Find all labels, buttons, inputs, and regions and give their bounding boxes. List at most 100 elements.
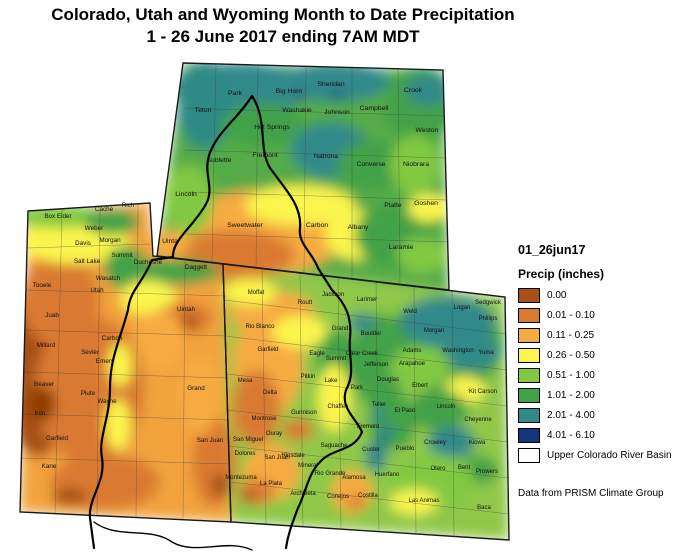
county-label: Saguache <box>320 443 348 449</box>
county-label: Weston <box>416 127 439 134</box>
county-label: Las Animas <box>408 498 439 504</box>
legend-swatch <box>518 348 540 363</box>
legend-label: 0.11 - 0.25 <box>547 330 595 341</box>
county-label: Niobrara <box>403 161 429 168</box>
county-label: Carbon <box>102 335 123 342</box>
county-label: Weld <box>403 309 417 315</box>
county-label: Hinsdale <box>281 453 305 459</box>
legend-swatch <box>518 408 540 423</box>
county-label: Teller <box>372 402 386 408</box>
colorado-border <box>222 263 510 541</box>
page-title-line2: 1 - 26 June 2017 ending 7AM MDT <box>146 27 420 46</box>
legend-swatch <box>518 368 540 383</box>
county-label: Boulder <box>361 331 382 337</box>
county-label: Cheyenne <box>464 417 492 423</box>
county-label: Emery <box>96 358 115 365</box>
county-label: Ouray <box>266 431 282 437</box>
legend-label: 0.00 <box>547 290 567 301</box>
county-label: Grand <box>332 326 349 332</box>
legend-label: 2.01 - 4.00 <box>547 410 595 421</box>
legend-item: 2.01 - 4.00 <box>518 408 696 423</box>
county-label: Garfield <box>257 347 278 353</box>
legend-label: 0.51 - 1.00 <box>547 370 595 381</box>
county-label: Daggett <box>185 264 207 271</box>
legend-item: 0.11 - 0.25 <box>518 328 696 343</box>
county-label: Goshen <box>414 200 438 207</box>
county-label: El Paso <box>395 408 416 414</box>
county-label: Mineral <box>298 463 318 469</box>
county-label: Sheridan <box>317 81 344 88</box>
county-label: Costilla <box>358 493 378 499</box>
county-label: Grand <box>187 385 205 392</box>
county-label: Dolores <box>235 451 256 457</box>
county-label: Pueblo <box>396 446 415 452</box>
county-label: La Plata <box>260 481 283 487</box>
county-label: Adams <box>403 348 422 354</box>
legend-item: 4.01 - 6.10 <box>518 428 696 443</box>
county-label: Clear Creek <box>346 351 379 357</box>
county-label: Teton <box>195 107 212 114</box>
county-label: Kit Carson <box>469 389 497 395</box>
county-label: Garfield <box>46 435 69 442</box>
county-label: Natrona <box>314 153 338 160</box>
county-label: Park <box>228 90 243 97</box>
legend-swatch <box>518 288 540 303</box>
county-label: Phillips <box>478 316 497 322</box>
county-label: Montezuma <box>225 475 257 481</box>
precipitation-layer <box>20 63 509 540</box>
legend-label: 0.26 - 0.50 <box>547 350 595 361</box>
county-label: Park <box>351 385 364 391</box>
county-label: Fremont <box>357 424 380 430</box>
county-label: Cache <box>95 206 114 213</box>
county-label: Utah <box>90 287 104 294</box>
county-label: Box Elder <box>44 213 71 220</box>
county-label: Prowers <box>476 469 498 475</box>
county-label: Wayne <box>97 398 117 405</box>
county-label: Yuma <box>478 350 494 356</box>
county-label: Chaffee <box>328 404 350 410</box>
county-label: Iron <box>35 410 46 417</box>
county-label: Weber <box>85 225 103 232</box>
county-label: Duchesne <box>134 259 163 266</box>
legend-swatch <box>518 388 540 403</box>
legend-label: 1.01 - 2.00 <box>547 390 595 401</box>
county-label: Hot Springs <box>254 124 290 131</box>
legend-subheading: Precip (inches) <box>518 267 605 281</box>
legend-item: 1.01 - 2.00 <box>518 388 696 403</box>
legend-label: 0.01 - 0.10 <box>547 310 595 321</box>
county-label: Conejos <box>327 494 349 500</box>
legend: 01_26jun17 Precip (inches) 0.00 0.01 - 0.… <box>518 243 696 499</box>
county-label: Sedgwick <box>475 300 502 306</box>
county-label: Uinta <box>162 238 178 245</box>
legend-heading: 01_26jun17 <box>518 243 586 257</box>
county-label: Gunnison <box>291 410 317 416</box>
county-label: Crook <box>404 87 423 94</box>
county-label: Fremont <box>252 152 277 159</box>
legend-item: 0.26 - 0.50 <box>518 348 696 363</box>
county-label: Salt Lake <box>74 258 101 265</box>
county-label: Wasatch <box>96 275 121 282</box>
county-label: Johnson <box>324 109 350 116</box>
county-label: Kiowa <box>469 440 486 446</box>
county-label: Millard <box>37 342 56 349</box>
county-label: Rio Grande <box>315 471 346 477</box>
county-label: Davis <box>75 240 91 247</box>
county-grid <box>21 64 509 538</box>
county-label: Summit <box>326 356 347 362</box>
page-title-line1: Colorado, Utah and Wyoming Month to Date… <box>51 5 515 24</box>
county-label: Archuleta <box>290 491 316 497</box>
legend-swatch <box>518 428 540 443</box>
county-label: Jackson <box>322 292 344 298</box>
county-label: Lake <box>324 378 338 384</box>
county-label: San Juan <box>197 437 224 444</box>
county-label: Sevier <box>81 349 99 356</box>
county-label: Morgan <box>99 237 121 244</box>
county-label: Rich <box>122 202 135 209</box>
county-label: Lincoln <box>175 191 197 198</box>
county-label: Juab <box>45 312 59 319</box>
state-borders <box>19 62 510 541</box>
county-label: Big Horn <box>276 88 303 95</box>
county-label: Baca <box>477 505 491 511</box>
county-label: Routt <box>298 300 313 306</box>
